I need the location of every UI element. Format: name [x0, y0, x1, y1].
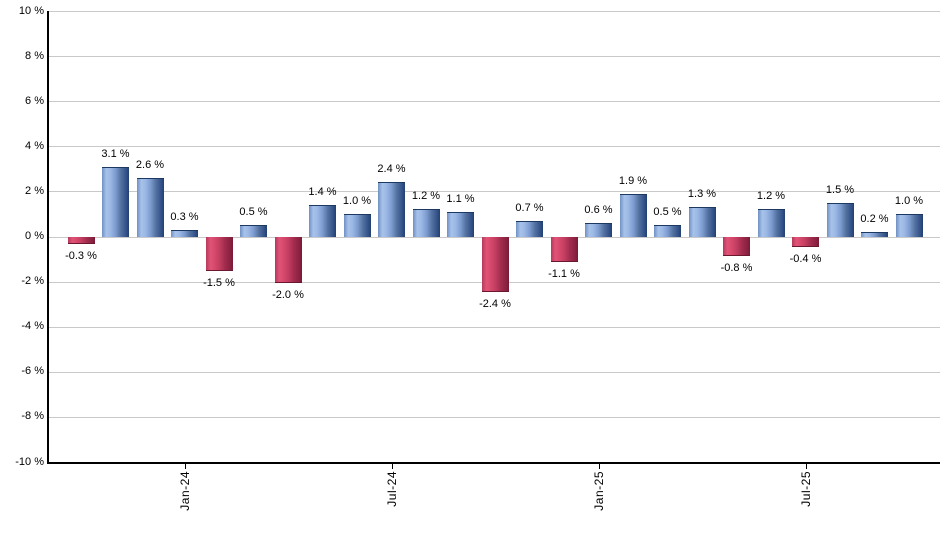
gridline-10 — [48, 11, 940, 12]
gridline-2 — [48, 191, 940, 193]
bar — [447, 211, 474, 238]
bar-value-label: 2.4 % — [377, 163, 406, 176]
bar — [136, 177, 164, 238]
bar — [309, 204, 336, 238]
bar-value-label: 1.5 % — [825, 183, 855, 196]
y-tick-label: 10 % — [18, 4, 44, 17]
bar-value-label: 1.4 % — [308, 185, 337, 198]
y-tick-label: 2 % — [25, 184, 44, 197]
gridline--8 — [48, 416, 940, 418]
y-axis-line — [47, 11, 49, 464]
bar — [723, 236, 750, 256]
x-tick-label: Jan-25 — [591, 471, 606, 511]
bar-value-label: 1.3 % — [687, 188, 717, 201]
bar — [171, 229, 198, 238]
bar-value-label: 1.2 % — [756, 190, 786, 203]
bar — [274, 236, 302, 283]
bar-value-label: -0.3 % — [65, 250, 97, 263]
bar — [792, 236, 819, 247]
bar — [688, 207, 716, 238]
y-tick-label: -10 % — [15, 455, 44, 468]
bar-value-label: -1.1 % — [548, 268, 580, 281]
bar — [826, 202, 854, 238]
x-tick — [598, 464, 600, 469]
bar-value-label: -1.5 % — [203, 277, 235, 290]
y-tick-label: 8 % — [25, 49, 44, 62]
gridline-4 — [48, 146, 940, 148]
bar — [67, 236, 95, 245]
bar — [205, 236, 233, 272]
bar-value-label: 1.2 % — [411, 190, 441, 203]
gridline--4 — [48, 326, 940, 328]
bar-value-label: 1.0 % — [894, 194, 924, 207]
gridline--6 — [48, 371, 940, 373]
bar — [240, 225, 267, 238]
bar — [619, 193, 647, 238]
bar-value-label: -0.4 % — [789, 252, 822, 265]
bar-value-label: -0.8 % — [720, 261, 753, 274]
bar — [895, 213, 923, 238]
bar-value-label: 0.5 % — [239, 206, 268, 219]
gridline-8 — [48, 56, 940, 58]
y-tick-label: 0 % — [25, 230, 44, 242]
y-tick-label: -4 % — [21, 320, 44, 333]
bar — [102, 166, 129, 238]
bar-value-label: 3.1 % — [101, 147, 130, 160]
bar — [585, 222, 612, 238]
bar — [861, 231, 888, 238]
y-tick-label: -8 % — [21, 410, 44, 423]
bar-value-label: 0.3 % — [170, 210, 199, 223]
bar — [481, 236, 509, 292]
bar-value-label: 1.0 % — [342, 194, 372, 207]
bar-value-label: 0.2 % — [860, 212, 889, 225]
gridline-6 — [48, 101, 940, 103]
bar — [516, 220, 543, 238]
bar — [343, 213, 371, 238]
bar-value-label: 0.7 % — [515, 201, 544, 214]
y-tick-label: -6 % — [21, 365, 44, 378]
y-tick-label: 4 % — [25, 139, 44, 152]
bar — [757, 209, 785, 238]
x-tick — [391, 464, 393, 469]
y-tick-label: 6 % — [25, 94, 44, 107]
y-tick-label: -2 % — [21, 275, 44, 288]
x-axis-line — [47, 462, 940, 464]
x-tick-label: Jul-24 — [384, 471, 399, 507]
x-tick-label: Jul-25 — [798, 471, 813, 507]
bar — [378, 182, 405, 238]
bar-value-label: -2.0 % — [272, 288, 304, 301]
bar-value-label: 1.9 % — [618, 174, 648, 187]
x-tick — [184, 464, 186, 469]
bar-value-label: 0.6 % — [584, 203, 613, 216]
bar — [550, 236, 578, 263]
x-tick — [805, 464, 807, 469]
bar — [412, 209, 440, 238]
bar-value-label: 2.6 % — [135, 158, 165, 171]
bar — [654, 225, 681, 238]
bar-value-label: -2.4 % — [479, 297, 511, 310]
bar-value-label: 0.5 % — [653, 206, 682, 219]
x-tick-label: Jan-24 — [177, 471, 192, 511]
bar-value-label: 1.1 % — [446, 192, 475, 205]
